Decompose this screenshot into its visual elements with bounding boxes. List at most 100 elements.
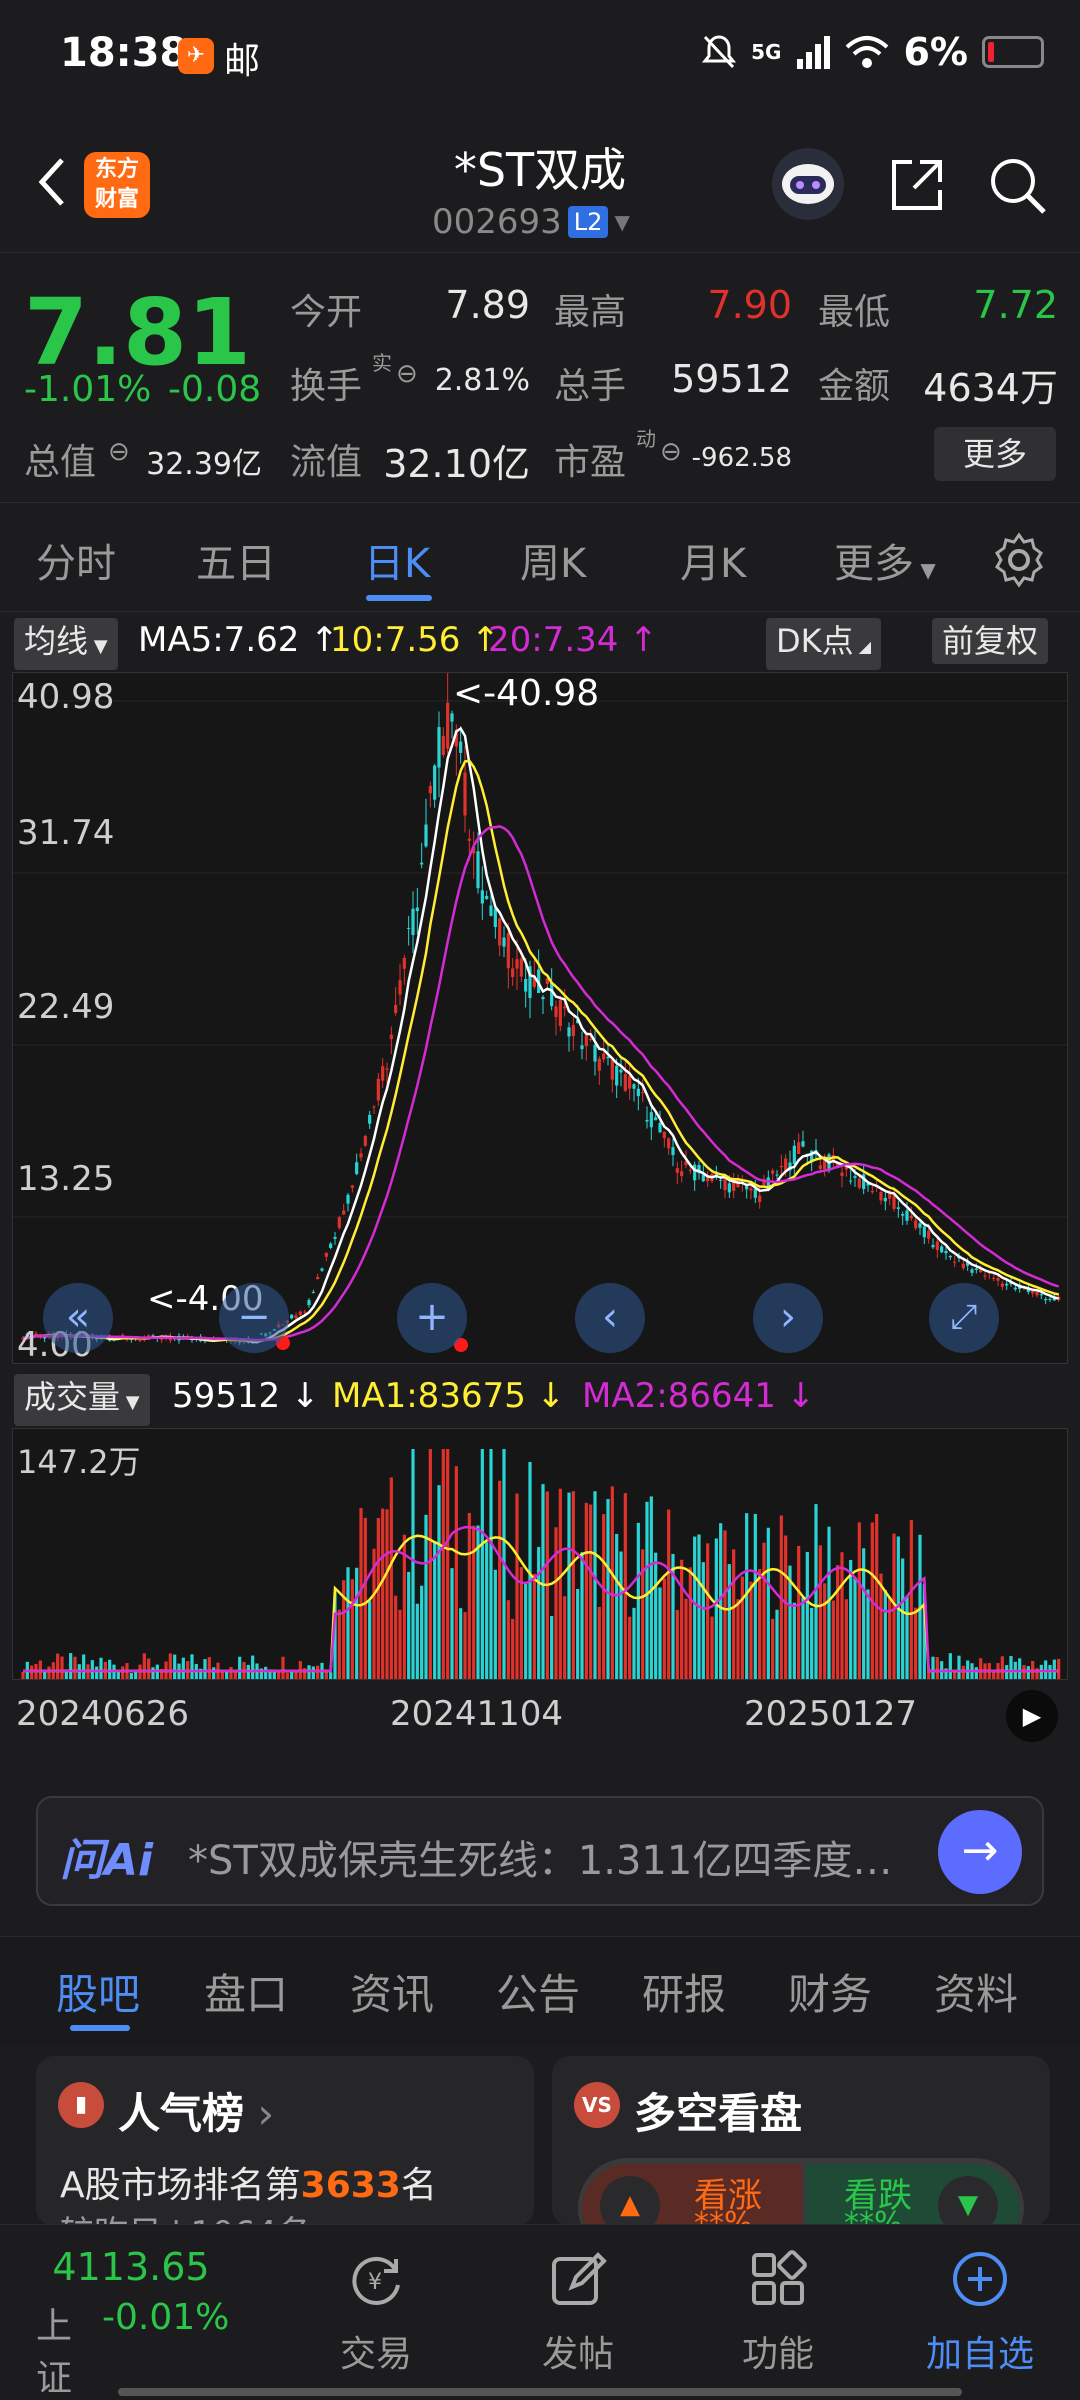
volume-bar [272, 1669, 276, 1679]
candle-body [563, 1006, 567, 1009]
index-value: 4113.65 [52, 2245, 210, 2289]
volume-bar [602, 1514, 606, 1679]
volume-chart[interactable]: 147.2万 [12, 1428, 1068, 1680]
tab-profile[interactable]: 资料 [934, 1970, 1019, 2019]
volume-bar [706, 1543, 710, 1679]
stock-code: 002693 [432, 202, 562, 242]
candle-body [337, 1217, 341, 1229]
volume-bar [710, 1616, 714, 1679]
candle-body [441, 735, 445, 755]
volume-bar [727, 1564, 731, 1679]
bear-arrow-icon[interactable]: ▼ [938, 2176, 998, 2226]
volume-bar [1057, 1658, 1061, 1679]
gear-icon[interactable] [990, 531, 1048, 589]
period-tabs: 分时 五日 日K 周K 月K 更多 ▼ [0, 502, 1080, 612]
candle-body [290, 1314, 294, 1319]
tab-intraday[interactable]: 分时 [36, 541, 116, 587]
candle-body [883, 1197, 887, 1202]
zoom-out-icon[interactable]: − [219, 1283, 289, 1353]
bull-arrow-icon[interactable]: ▲ [600, 2176, 660, 2226]
bear-label: 看跌 [844, 2176, 912, 2216]
candle-body [784, 1158, 788, 1172]
more-quote-button[interactable]: 更多 [934, 427, 1056, 481]
tab-forum[interactable]: 股吧 [56, 1970, 141, 2019]
volume-bar [95, 1666, 99, 1679]
popularity-title: 人气榜 › [118, 2080, 274, 2141]
volume-chip-label: 成交量 [24, 1378, 121, 1416]
candle-body [1039, 1294, 1043, 1296]
scroll-left-icon[interactable]: ‹ [575, 1283, 645, 1353]
volume-bar [329, 1672, 333, 1679]
scroll-left-fast-icon[interactable]: « [43, 1283, 113, 1353]
volume-bar [147, 1658, 151, 1679]
arrow-right-icon[interactable]: → [938, 1810, 1022, 1894]
info-icon[interactable]: ⊖ [660, 437, 682, 467]
candle-body [723, 1178, 727, 1190]
candle-body [498, 918, 502, 946]
volume-bar [593, 1491, 597, 1679]
candle-body [944, 1251, 948, 1254]
volume-bar [554, 1527, 558, 1679]
candle-body [974, 1268, 978, 1270]
info-icon[interactable]: ⊖ [396, 359, 418, 389]
bull-bear-card[interactable]: VS 多空看盘 ▲ 看涨 **% 看跌 **% ▼ [552, 2056, 1050, 2226]
play-icon[interactable]: ▶ [1006, 1690, 1058, 1742]
ma-selector[interactable]: 均线 ▼ [14, 618, 118, 670]
volume-bar [558, 1488, 562, 1679]
candle-body [931, 1245, 935, 1248]
volume-bar [693, 1536, 697, 1679]
fullscreen-icon[interactable]: ⤢ [929, 1283, 999, 1353]
adjust-button[interactable]: 前复权 [932, 618, 1049, 664]
tab-monthly-k[interactable]: 月K [680, 541, 747, 587]
volume-bar [376, 1517, 380, 1679]
volume-bar [775, 1609, 779, 1679]
volume-selector[interactable]: 成交量 ▼ [14, 1374, 150, 1426]
scroll-right-icon[interactable]: › [753, 1283, 823, 1353]
tab-orderbook[interactable]: 盘口 [204, 1970, 289, 2019]
tab-research[interactable]: 研报 [642, 1970, 727, 2019]
volume-bar [840, 1552, 844, 1679]
candle-body [298, 1311, 302, 1315]
volume-bar [424, 1514, 428, 1679]
share-icon[interactable] [886, 154, 948, 216]
candle-body [701, 1174, 705, 1182]
candle-body [762, 1180, 766, 1185]
candle-body [359, 1153, 363, 1158]
volume-bar [21, 1671, 25, 1679]
tab-news[interactable]: 资讯 [350, 1970, 435, 2019]
nav-functions[interactable]: 功能 [708, 2249, 848, 2377]
dk-point-button[interactable]: DK点 ◢ [766, 618, 882, 670]
candle-body [649, 1112, 653, 1128]
index-widget[interactable]: 4113.65 上证 -0.01% [36, 2245, 229, 2400]
nav-post[interactable]: 发帖 [508, 2249, 648, 2377]
stock-code-row[interactable]: 002693 L2 ▼ [432, 202, 630, 242]
tab-daily-k[interactable]: 日K [364, 541, 431, 587]
tab-finance[interactable]: 财务 [788, 1970, 873, 2019]
popularity-card[interactable]: ▮ 人气榜 › A股市场排名第3633名 较昨日↓1064名 [36, 2056, 534, 2226]
amount-value: 4634万 [923, 366, 1058, 410]
candle-body [493, 908, 497, 928]
tab-five-day[interactable]: 五日 [196, 541, 276, 587]
volume-bar [160, 1668, 164, 1679]
tab-announcements[interactable]: 公告 [496, 1970, 581, 2019]
volume-bar [56, 1653, 60, 1679]
back-arrow-icon[interactable] [24, 152, 84, 212]
zoom-in-icon[interactable]: + [397, 1283, 467, 1353]
search-icon[interactable] [986, 154, 1048, 216]
nav-add-watchlist[interactable]: 加自选 [910, 2249, 1050, 2377]
tab-weekly-k[interactable]: 周K [520, 541, 587, 587]
candlestick-chart[interactable]: 40.98 31.74 22.49 13.25 4.00 <-40.98 <-4… [12, 672, 1068, 1364]
info-icon[interactable]: ⊖ [108, 437, 130, 467]
ai-robot-icon[interactable] [772, 148, 844, 220]
app-logo[interactable]: 东方 财富 [84, 152, 150, 218]
candle-body [892, 1195, 896, 1209]
volume-bar [498, 1480, 502, 1679]
volume-bar [524, 1583, 528, 1679]
volume-bar [953, 1670, 957, 1679]
nav-trade[interactable]: ¥ 交易 [306, 2249, 446, 2377]
volume-bar [758, 1568, 762, 1679]
candle-body [402, 957, 406, 969]
tab-more[interactable]: 更多 ▼ [834, 531, 936, 589]
ai-assistant-bar[interactable]: 问Ai *ST双成保壳生死线：1.311亿四季度… → [36, 1796, 1044, 1906]
volume-bar [489, 1449, 493, 1679]
